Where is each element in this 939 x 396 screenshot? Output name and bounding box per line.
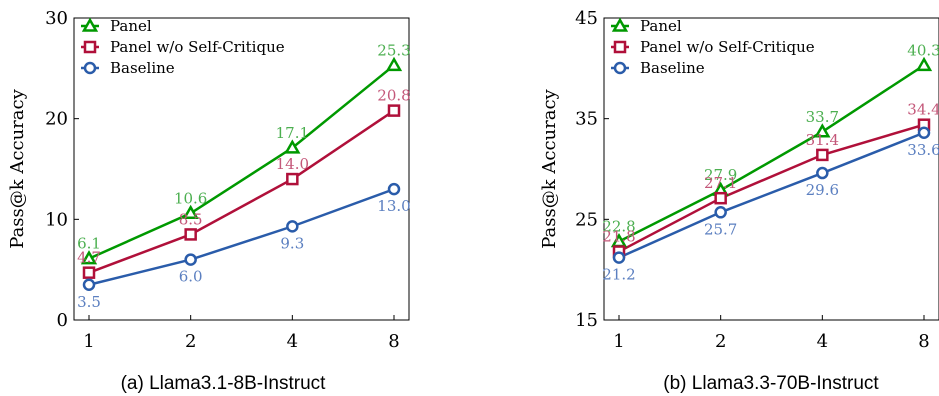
chart-caption: (a) Llama3.1-8B-Instruct — [121, 373, 327, 394]
y-tick-label: 20 — [45, 109, 68, 130]
data-point-triangle — [284, 139, 301, 154]
legend-marker-triangle — [611, 17, 629, 32]
data-point-square — [816, 148, 829, 162]
data-label: 22.8 — [602, 217, 635, 235]
series-line-circle — [618, 131, 925, 259]
data-point-square — [82, 266, 96, 279]
data-point-triangle — [915, 56, 933, 72]
data-point-triangle — [814, 123, 831, 138]
legend-label: Panel — [640, 17, 682, 35]
x-tick-label: 1 — [613, 331, 624, 352]
data-label: 4.7 — [77, 249, 101, 267]
data-point-circle — [184, 253, 197, 266]
data-point-triangle — [80, 250, 98, 265]
data-label: 6.1 — [77, 235, 101, 253]
series-line-triangle — [618, 64, 925, 243]
data-label: 25.7 — [704, 220, 737, 238]
legend-label: Panel w/o Self-Critique — [110, 38, 285, 56]
series-line-square — [618, 123, 925, 253]
data-label: 6.0 — [179, 268, 203, 286]
y-axis-label: Pass@k Accuracy — [7, 88, 28, 248]
x-tick-label: 2 — [715, 331, 726, 352]
legend-label: Panel w/o Self-Critique — [640, 38, 815, 56]
data-label: 34.4 — [907, 101, 939, 119]
legend-marker-circle — [613, 61, 627, 75]
chart-b: 15 25 35 45 1 2 4 8 Pass@k Accuracy (b) Llama3.3-… — [539, 8, 939, 394]
series-line-square — [88, 109, 395, 274]
data-label: 13.0 — [377, 197, 410, 215]
data-point-circle — [917, 126, 931, 140]
legend-label: Baseline — [110, 59, 175, 77]
x-tick-label: 8 — [918, 331, 929, 352]
data-point-circle — [816, 166, 829, 180]
data-label: 14.0 — [276, 155, 309, 173]
x-tick-label: 2 — [185, 331, 196, 352]
legend-marker-triangle — [81, 17, 99, 32]
legend-marker-square — [613, 40, 627, 54]
data-label: 33.6 — [907, 141, 939, 159]
legend-label: Baseline — [640, 59, 705, 77]
y-axis-label: Pass@k Accuracy — [539, 88, 560, 248]
y-tick-label: 45 — [575, 8, 598, 29]
legend-label: Panel — [110, 17, 152, 35]
y-tick-label: 30 — [45, 8, 68, 29]
x-tick-label: 4 — [817, 331, 828, 352]
data-label: 20.8 — [377, 87, 410, 105]
y-tick-label: 35 — [575, 109, 598, 130]
y-tick-label: 15 — [575, 310, 598, 331]
legend-marker-square — [83, 40, 97, 54]
legend-marker-circle — [83, 61, 97, 75]
data-point-triangle — [182, 204, 199, 220]
y-tick-label: 10 — [45, 209, 68, 230]
data-point-triangle — [385, 56, 403, 72]
data-point-square — [714, 191, 727, 205]
data-label: 27.9 — [704, 166, 737, 184]
data-point-square — [184, 228, 197, 241]
data-point-circle — [82, 278, 96, 292]
chart-a: 0 10 20 30 1 2 4 8 Pass@k Accuracy (a) Llama3.1-8… — [7, 8, 411, 394]
data-point-circle — [387, 182, 401, 196]
x-tick-label: 1 — [83, 331, 94, 352]
data-point-square — [387, 104, 401, 117]
data-label: 25.3 — [377, 41, 410, 59]
data-label: 3.5 — [77, 293, 101, 311]
data-label: 10.6 — [174, 189, 207, 207]
y-tick-label: 25 — [575, 209, 598, 230]
data-label: 9.3 — [280, 234, 304, 252]
data-label: 40.3 — [907, 41, 939, 59]
data-label: 8.5 — [179, 210, 203, 228]
data-label: 33.7 — [806, 108, 839, 126]
data-point-square — [286, 172, 299, 186]
data-label: 29.6 — [806, 181, 839, 199]
y-tick-label: 0 — [57, 310, 68, 331]
data-label: 17.1 — [276, 124, 309, 142]
data-label: 31.4 — [806, 131, 839, 149]
data-label: 27.1 — [704, 174, 737, 192]
data-label: 21.8 — [602, 228, 635, 246]
data-point-circle — [714, 206, 727, 219]
data-point-circle — [612, 251, 626, 264]
x-tick-label: 8 — [388, 331, 399, 352]
plot-frame — [603, 17, 939, 321]
series-line-triangle — [88, 64, 395, 260]
chart-caption: (b) Llama3.3-70B-Instruct — [663, 373, 879, 394]
data-point-circle — [286, 220, 299, 233]
data-label: 21.2 — [602, 266, 635, 284]
plot-frame — [73, 17, 410, 321]
series-line-circle — [88, 187, 395, 286]
x-tick-label: 4 — [287, 331, 298, 352]
